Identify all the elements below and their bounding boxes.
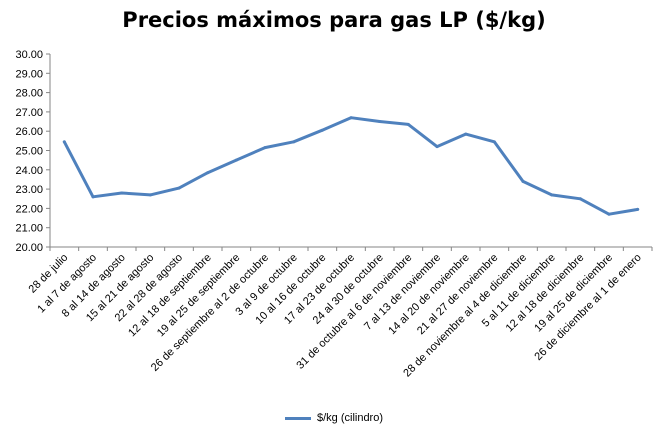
data-point [406, 122, 410, 126]
legend-label: $/kg (cilindro) [316, 412, 384, 424]
legend: $/kg (cilindro) [0, 412, 668, 424]
data-point [550, 193, 554, 197]
y-tick-label: 28.00 [15, 88, 43, 100]
data-point [492, 140, 496, 144]
data-point [91, 195, 95, 199]
data-point [320, 128, 324, 132]
data-point [234, 158, 238, 162]
series-line-0 [62, 116, 640, 216]
y-tick-label: 22.00 [15, 203, 43, 215]
y-tick-label: 30.00 [15, 49, 43, 61]
data-point [206, 171, 210, 175]
data-point [148, 193, 152, 197]
legend-swatch [284, 416, 311, 420]
data-point [435, 145, 439, 149]
y-tick-label: 25.00 [15, 146, 43, 158]
y-tick-label: 26.00 [15, 126, 43, 138]
data-point [378, 120, 382, 124]
data-point [177, 186, 181, 190]
chart-title: Precios máximos para gas LP ($/kg) [122, 8, 546, 32]
data-point [292, 140, 296, 144]
y-tick-label: 20.00 [15, 242, 43, 254]
data-point [349, 116, 353, 120]
data-point [521, 179, 525, 183]
y-tick-label: 23.00 [15, 184, 43, 196]
y-tick-label: 21.00 [15, 223, 43, 235]
data-point [62, 140, 66, 144]
y-tick-label: 27.00 [15, 107, 43, 119]
y-tick-label: 24.00 [15, 165, 43, 177]
data-point [120, 191, 124, 195]
data-point [263, 146, 267, 150]
y-tick-label: 29.00 [15, 68, 43, 80]
data-point [578, 197, 582, 201]
data-point [464, 132, 468, 136]
data-point [607, 212, 611, 216]
data-point [636, 207, 640, 211]
